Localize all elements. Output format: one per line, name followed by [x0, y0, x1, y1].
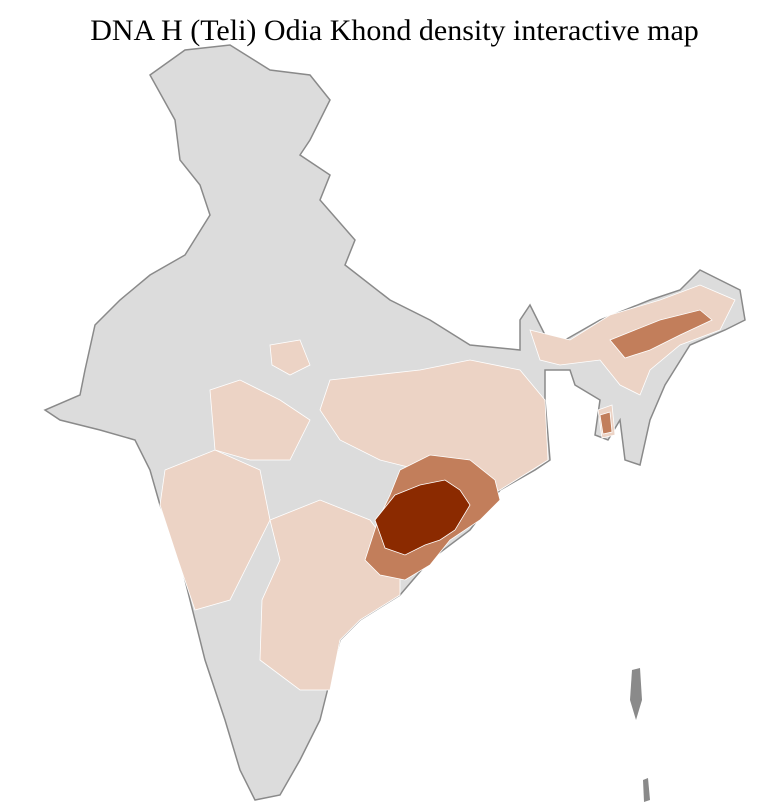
region-low-north[interactable] — [269, 339, 311, 376]
region-low-west[interactable] — [159, 449, 271, 611]
region-medium-assam[interactable] — [609, 309, 713, 359]
map-title: DNA H (Teli) Odia Khond density interact… — [90, 14, 699, 47]
region-low-central[interactable] — [209, 379, 311, 461]
region-low-central-east[interactable] — [319, 359, 549, 501]
region-medium-tripura[interactable] — [599, 411, 613, 435]
region-high-odisha[interactable] — [374, 479, 471, 556]
andaman-nicobar-islands — [630, 668, 650, 802]
region-low-south-east[interactable] — [259, 499, 401, 691]
